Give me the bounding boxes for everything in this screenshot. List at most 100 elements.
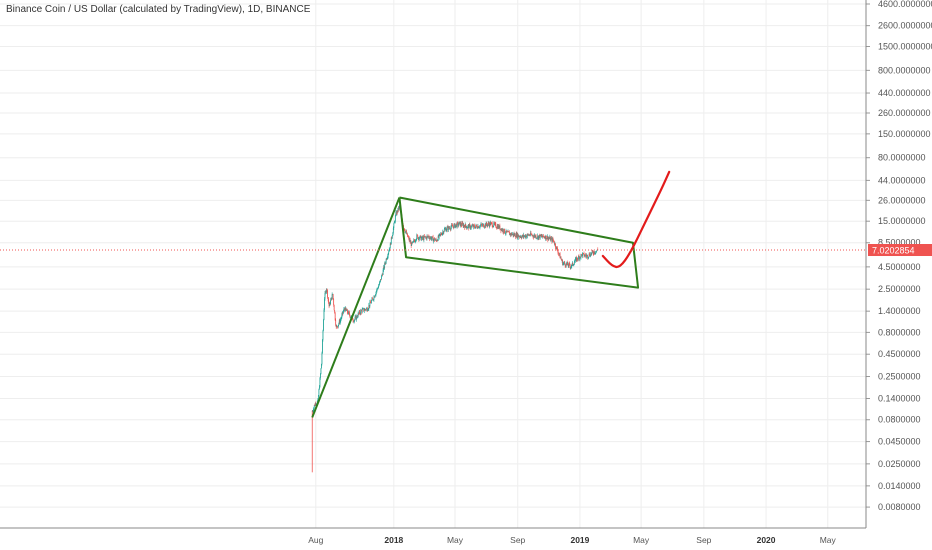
candle-body bbox=[546, 238, 548, 240]
candle-body bbox=[480, 225, 481, 226]
candle-body bbox=[492, 226, 494, 227]
candle-body bbox=[578, 256, 580, 257]
candle-body bbox=[350, 317, 351, 318]
candle-body bbox=[507, 231, 508, 233]
candle-body bbox=[479, 227, 480, 228]
x-tick-label: Sep bbox=[696, 535, 711, 545]
candle-body bbox=[319, 374, 321, 379]
candle-body bbox=[529, 234, 530, 236]
candle-body bbox=[332, 294, 334, 295]
candle-body bbox=[488, 224, 490, 227]
candle-body bbox=[384, 263, 386, 264]
candle-body bbox=[491, 223, 493, 227]
candle-body bbox=[585, 254, 586, 256]
candle-body bbox=[493, 222, 495, 227]
candle-body bbox=[481, 224, 482, 225]
candle-body bbox=[370, 302, 372, 304]
x-tick-label: 2020 bbox=[757, 535, 776, 545]
candle-body bbox=[369, 301, 371, 307]
candle-body bbox=[534, 234, 535, 236]
candle-body bbox=[523, 234, 525, 237]
x-tick-label: Aug bbox=[308, 535, 323, 545]
candle-body bbox=[320, 368, 322, 375]
candle-body bbox=[552, 238, 554, 241]
candle-body bbox=[433, 239, 434, 242]
candle-body bbox=[317, 395, 319, 400]
candle-body bbox=[511, 234, 513, 236]
candle-body bbox=[483, 224, 484, 228]
candle-body bbox=[325, 291, 327, 293]
candle-body bbox=[559, 253, 561, 259]
candle-body bbox=[474, 227, 476, 229]
candle-body bbox=[313, 407, 315, 411]
candle-body bbox=[500, 228, 502, 231]
x-tick-label: 2019 bbox=[570, 535, 589, 545]
candle-body bbox=[565, 265, 567, 267]
candle-body bbox=[452, 225, 453, 227]
candle-body bbox=[379, 281, 381, 283]
candle-body bbox=[408, 237, 410, 241]
candle-body bbox=[510, 233, 512, 235]
flagpole-line bbox=[311, 197, 401, 418]
candle-body bbox=[467, 225, 469, 228]
candle-body bbox=[591, 252, 593, 255]
candle-body bbox=[573, 264, 575, 266]
candle-body bbox=[312, 410, 314, 412]
candle-body bbox=[353, 321, 355, 322]
candle-body bbox=[561, 260, 563, 261]
candle-body bbox=[414, 240, 416, 242]
candle-body bbox=[330, 297, 332, 301]
candle-body bbox=[518, 236, 520, 238]
candle-body bbox=[367, 308, 369, 310]
candle-body bbox=[592, 250, 594, 252]
candle-body bbox=[447, 226, 449, 231]
candle-body bbox=[464, 224, 466, 228]
candle-body bbox=[570, 266, 572, 268]
candle-body bbox=[517, 234, 519, 238]
candle-body bbox=[346, 309, 347, 311]
candle-body bbox=[587, 257, 589, 259]
candle-body bbox=[467, 225, 469, 226]
candle-body bbox=[528, 234, 529, 236]
candle-body bbox=[394, 221, 396, 223]
candle-body bbox=[495, 227, 497, 228]
candle-body bbox=[412, 241, 414, 243]
candle-body bbox=[550, 238, 552, 241]
candle-body bbox=[504, 228, 505, 233]
candle-body bbox=[345, 307, 347, 310]
y-tick-label: 0.8000000 bbox=[878, 327, 921, 337]
candle-body bbox=[537, 235, 539, 239]
y-tick-label: 15.0000000 bbox=[878, 216, 926, 226]
candle-body bbox=[436, 240, 438, 242]
candle-body bbox=[568, 263, 570, 264]
candle-body bbox=[478, 226, 479, 228]
candle-body bbox=[366, 308, 368, 311]
candle-body bbox=[518, 234, 520, 237]
candle-body bbox=[325, 291, 326, 294]
candle-body bbox=[516, 233, 518, 238]
candle-body bbox=[497, 225, 499, 229]
y-tick-label: 0.0080000 bbox=[878, 502, 921, 512]
candle-body bbox=[387, 256, 389, 258]
candle-body bbox=[314, 405, 316, 406]
candle-body bbox=[575, 257, 577, 259]
candle-body bbox=[375, 294, 376, 296]
candle-body bbox=[435, 239, 437, 241]
candle-body bbox=[426, 237, 427, 239]
candle-body bbox=[341, 314, 343, 318]
candle-body bbox=[318, 387, 320, 390]
candle-body bbox=[335, 320, 337, 326]
candle-body bbox=[321, 353, 323, 364]
candle-body bbox=[482, 224, 483, 226]
candle-body bbox=[410, 242, 412, 246]
candle-body bbox=[323, 319, 324, 331]
y-tick-label: 4600.0000000 bbox=[878, 0, 932, 9]
candle-body bbox=[424, 236, 425, 237]
candle-body bbox=[545, 235, 547, 239]
candle-body bbox=[336, 325, 338, 327]
candle-body bbox=[343, 308, 345, 312]
candle-body bbox=[383, 266, 385, 269]
candle-body bbox=[392, 232, 394, 236]
